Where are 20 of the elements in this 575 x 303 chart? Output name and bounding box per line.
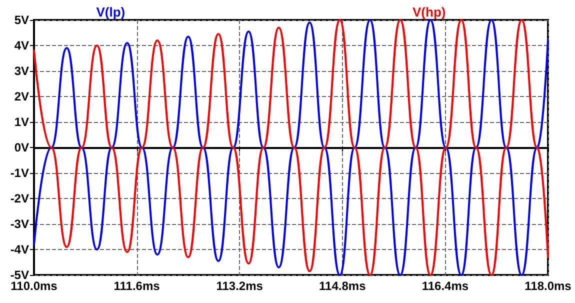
- x-tick-label: 118.0ms: [524, 279, 572, 293]
- y-tick-label: 5V: [14, 13, 29, 27]
- x-tick-label: 116.4ms: [422, 279, 469, 293]
- y-tick-label: -1V: [10, 166, 29, 180]
- y-tick-label: 2V: [14, 90, 29, 104]
- x-tick-label: 110.0ms: [10, 279, 58, 293]
- x-tick-label: 111.6ms: [114, 279, 160, 293]
- x-tick-label: 113.2ms: [216, 279, 264, 293]
- x-tick-label: 114.8ms: [319, 279, 366, 293]
- series-label: V(lp): [96, 4, 126, 20]
- y-tick-label: -3V: [10, 217, 29, 231]
- y-tick-label: -4V: [10, 242, 29, 256]
- y-tick-label: 3V: [14, 64, 29, 78]
- y-tick-label: -5V: [10, 268, 29, 282]
- y-tick-label: 4V: [14, 38, 29, 52]
- y-tick-label: 0V: [14, 140, 29, 154]
- y-tick-label: 1V: [14, 115, 29, 129]
- line-series: [33, 19, 549, 276]
- y-tick-label: -2V: [10, 192, 29, 206]
- series-label: V(hp): [412, 4, 446, 20]
